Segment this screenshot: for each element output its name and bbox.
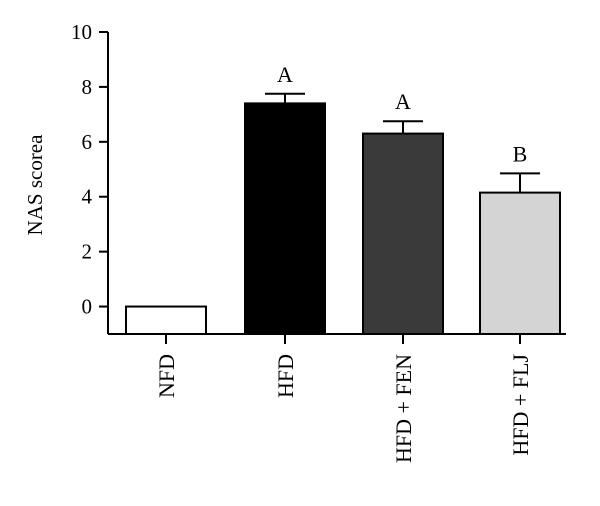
y-tick-label: 8: [82, 75, 93, 99]
significance-label: A: [277, 62, 293, 87]
y-tick-label: 0: [82, 295, 93, 319]
x-tick-label: HFD + FEN: [391, 354, 416, 463]
significance-label: A: [395, 89, 411, 114]
bar-hfd: [244, 102, 326, 335]
bar-hfd-flj: [479, 191, 561, 335]
y-axis-label: NAS scorea: [23, 134, 47, 236]
y-axis: 0 2 4 6 8 10: [71, 20, 109, 334]
bars: A A B: [125, 62, 561, 335]
x-tick-label: NFD: [154, 354, 179, 398]
y-tick-label: 6: [82, 130, 93, 154]
y-tick-label: 4: [82, 185, 93, 209]
x-axis: NFD HFD HFD + FEN HFD + FLJ: [108, 333, 566, 463]
bar-hfd-fen: [362, 132, 444, 335]
x-tick-label: HFD: [273, 354, 298, 398]
y-tick-label: 10: [71, 20, 92, 44]
y-tick-label: 2: [82, 240, 93, 264]
significance-label: B: [513, 141, 528, 166]
bar-nfd: [125, 305, 207, 335]
x-tick-label: HFD + FLJ: [508, 354, 533, 456]
